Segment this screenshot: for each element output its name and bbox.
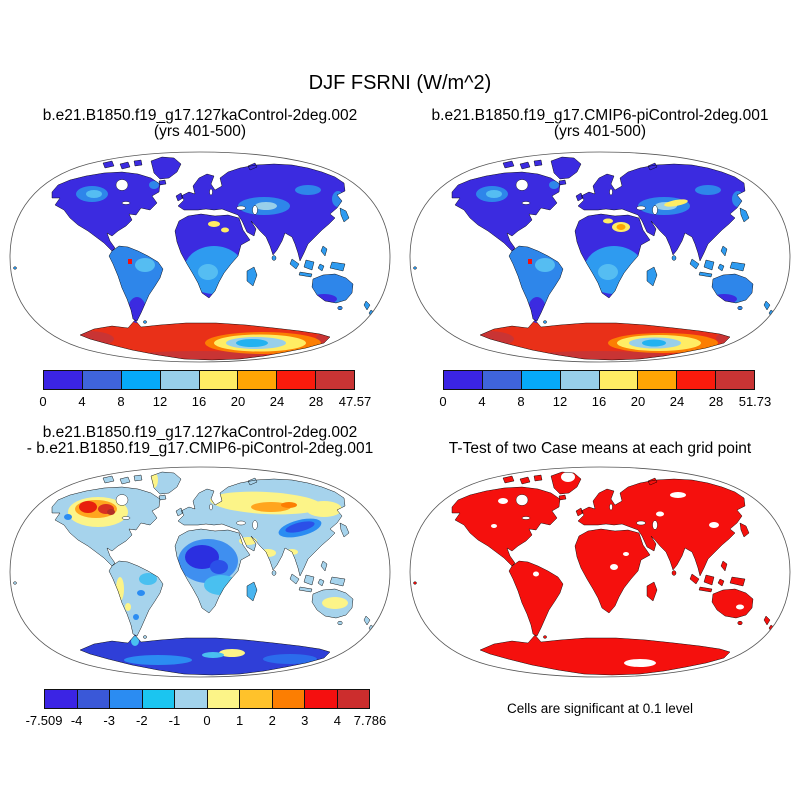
panel-title-case2-line2: (yrs 401-500)	[553, 123, 647, 140]
world-map-case1	[9, 151, 391, 363]
colorbar-difference: -7.509 -4 -3 -2 -1 0 1 2 3 4 7.786	[26, 689, 386, 733]
colorbar-tick-label: 8	[517, 394, 525, 409]
colorbar-tick-label: 7.786	[353, 713, 387, 728]
colorbar-case1: 0 4 8 12 16 20 24 28 47.57	[39, 370, 371, 414]
colorbar-tick-label: 28	[708, 394, 724, 409]
colorbar-tick-label: 3	[301, 713, 309, 728]
panel-title-case1-line1: b.e21.B1850.f19_g17.127kaControl-2deg.00…	[42, 107, 358, 124]
colorbar-segment	[599, 371, 639, 389]
colorbar-segment	[175, 690, 208, 708]
colorbar-segment	[82, 371, 122, 389]
colorbar-segment	[560, 371, 600, 389]
colorbar-segment	[337, 690, 369, 708]
colorbar-tick-label: 4	[478, 394, 486, 409]
colorbar-segment	[238, 371, 278, 389]
colorbar-tick-label: 24	[669, 394, 685, 409]
panel-title-ttest: T-Test of two Case means at each grid po…	[400, 441, 800, 457]
colorbar-segment	[677, 371, 717, 389]
panel-title-difference: b.e21.B1850.f19_g17.127kaControl-2deg.00…	[0, 425, 400, 457]
figure-title: DJF FSRNI (W/m^2)	[308, 72, 492, 94]
colorbar-segment	[316, 371, 354, 389]
colorbar-segment	[277, 371, 317, 389]
colorbar-tick-label: 4	[78, 394, 86, 409]
colorbar-tick-label: 47.57	[338, 394, 372, 409]
colorbar-segment	[240, 690, 273, 708]
colorbar-case2: 0 4 8 12 16 20 24 28 51.73	[439, 370, 771, 414]
colorbar-tick-label: 20	[630, 394, 646, 409]
panel-title-difference-line1: b.e21.B1850.f19_g17.127kaControl-2deg.00…	[42, 424, 358, 441]
colorbar-segment	[482, 371, 522, 389]
colorbar-tick-label: 8	[117, 394, 125, 409]
colorbar-tick-label: -3	[103, 713, 115, 728]
colorbar-tick-label: 24	[269, 394, 285, 409]
colorbar-tick-label: -2	[136, 713, 148, 728]
colorbar-tick-label: 51.73	[738, 394, 772, 409]
colorbar-segments	[443, 370, 755, 390]
panel-title-case1-line2: (yrs 401-500)	[153, 123, 247, 140]
colorbar-tick-label: 2	[268, 713, 276, 728]
colorbar-segment	[160, 371, 200, 389]
colorbar-tick-label: 0	[39, 394, 47, 409]
colorbar-tick-label: 28	[308, 394, 324, 409]
colorbar-tick-label: 1	[235, 713, 244, 728]
colorbar-segment	[521, 371, 561, 389]
world-map-case2	[409, 151, 791, 363]
colorbar-segment	[207, 690, 240, 708]
world-map-difference	[9, 466, 391, 678]
world-map-ttest	[409, 466, 791, 678]
colorbar-segment	[77, 690, 110, 708]
panel-title-case2: b.e21.B1850.f19_g17.CMIP6-piControl-2deg…	[400, 108, 800, 140]
colorbar-tick-label: 12	[552, 394, 568, 409]
colorbar-tick-label: 0	[439, 394, 447, 409]
colorbar-segment	[716, 371, 754, 389]
colorbar-tick-label: -7.509	[25, 713, 63, 728]
colorbar-tick-label: -4	[70, 713, 83, 728]
colorbar-tick-label: 16	[191, 394, 207, 409]
colorbar-segment	[121, 371, 161, 389]
colorbar-tick-label: 20	[230, 394, 246, 409]
colorbar-segment	[44, 371, 83, 389]
colorbar-segments	[44, 689, 370, 709]
colorbar-tick-label: 16	[591, 394, 607, 409]
ttest-footnote: Cells are significant at 0.1 level	[506, 701, 694, 716]
colorbar-tick-label: 0	[203, 713, 211, 728]
colorbar-tick-label: 12	[152, 394, 168, 409]
panel-title-case2-line1: b.e21.B1850.f19_g17.CMIP6-piControl-2deg…	[431, 107, 769, 124]
colorbar-segment	[638, 371, 678, 389]
colorbar-segment	[45, 690, 78, 708]
colorbar-tick-label: -1	[168, 713, 181, 728]
colorbar-segment	[305, 690, 338, 708]
colorbar-segment	[199, 371, 239, 389]
colorbar-segments	[43, 370, 355, 390]
panel-title-ttest-line1: T-Test of two Case means at each grid po…	[448, 440, 752, 457]
colorbar-tick-label: 4	[333, 713, 342, 728]
colorbar-segment	[444, 371, 483, 389]
panel-title-difference-line2: - b.e21.B1850.f19_g17.CMIP6-piControl-2d…	[26, 440, 374, 457]
panel-title-case1: b.e21.B1850.f19_g17.127kaControl-2deg.00…	[0, 108, 400, 140]
colorbar-segment	[272, 690, 305, 708]
colorbar-segment	[110, 690, 143, 708]
colorbar-segment	[142, 690, 175, 708]
